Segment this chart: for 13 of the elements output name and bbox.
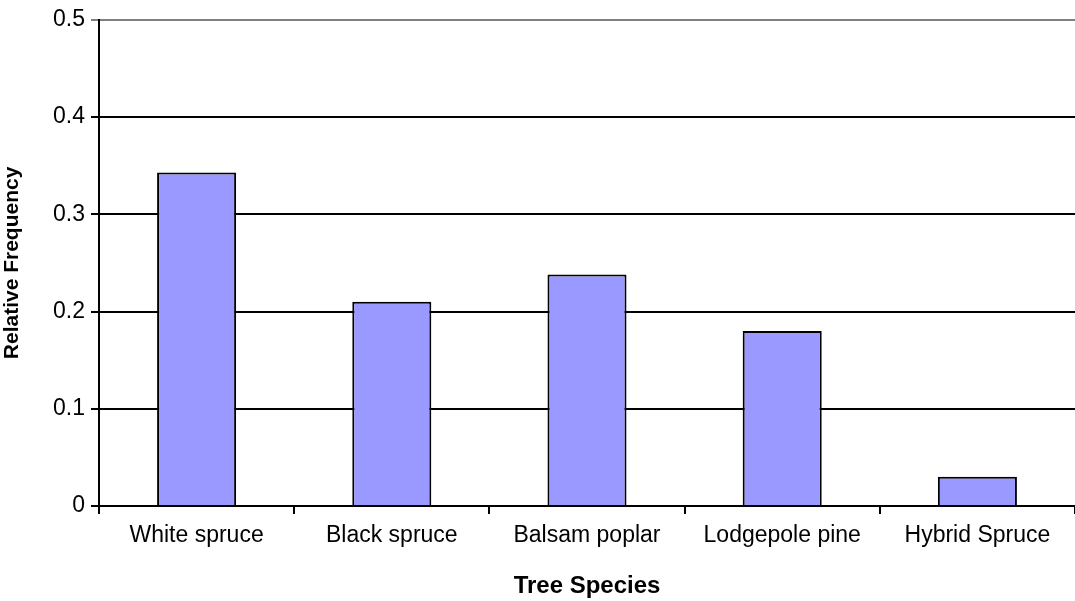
y-tick-label: 0.2 <box>53 296 85 323</box>
y-tick-label: 0.4 <box>53 102 86 129</box>
y-tick-label: 0.3 <box>53 199 85 226</box>
x-tick-label: Balsam poplar <box>513 521 661 548</box>
y-axis-title: Relative Frequency <box>0 166 23 360</box>
x-tick-label: Black spruce <box>325 521 458 548</box>
y-tick-label: 0.5 <box>53 5 85 32</box>
y-tick-label: 0.1 <box>53 394 85 421</box>
x-tick-label: Hybrid Spruce <box>904 521 1051 548</box>
y-tick-label: 0 <box>72 491 85 518</box>
x-tick-label: Lodgepole pine <box>703 521 861 548</box>
x-tick-label: White spruce <box>129 521 264 548</box>
x-axis-title: Tree Species <box>513 571 661 599</box>
